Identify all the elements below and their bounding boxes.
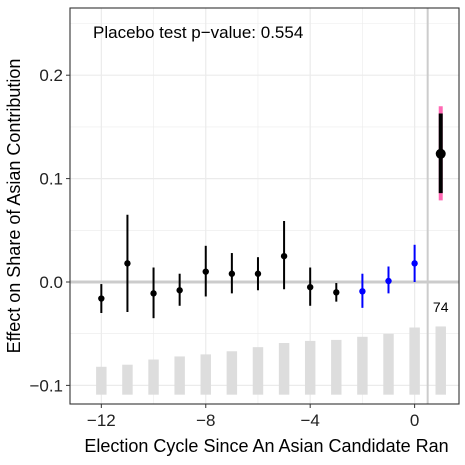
plot-panel-border [69,7,460,405]
histogram-bar [122,364,133,395]
point-estimate [280,252,288,260]
point-estimate [333,289,340,296]
axis-ticks: −12 −8 −4 0 −0.1 0.0 0.1 0.2 [29,66,419,430]
point-estimate [411,260,418,267]
histogram-bar [148,359,159,395]
point-estimate [385,277,392,285]
point-estimate [150,290,157,297]
histogram-bars [96,326,446,395]
y-tick-label: 0.1 [39,170,63,189]
x-tick-label: −12 [87,411,116,430]
point-estimate [202,268,209,275]
point-estimate [306,283,314,291]
x-axis-title: Election Cycle Since An Asian Candidate … [84,436,448,456]
y-tick-label: 0.2 [39,66,63,85]
histogram-bar [383,333,394,395]
histogram-bar [226,351,238,395]
histogram-bar [331,339,342,395]
point-estimate [254,270,262,277]
histogram-bar [304,340,316,395]
x-tick-label: −4 [300,411,319,430]
histogram-bar [409,327,420,395]
y-axis-title: Effect on Share of Asian Contribution [4,59,24,354]
histogram-bar [200,354,211,395]
histogram-bar [278,342,290,395]
placebo-test-annotation: Placebo test p−value: 0.554 [93,23,303,42]
histogram-bar [357,336,368,395]
histogram-bar [252,347,264,395]
y-tick-label: 0.0 [39,273,63,292]
histogram-bar [96,366,107,395]
x-tick-label: 0 [410,411,419,430]
reference-lines [70,8,459,404]
estimates [98,106,446,319]
x-tick-label: −8 [196,411,215,430]
point-estimate [176,287,183,294]
point-estimate [435,148,446,159]
y-tick-label: −0.1 [29,376,63,395]
point-estimate [359,288,366,295]
histogram-count-label: 74 [433,299,449,315]
point-estimate [98,295,105,302]
plot-panel [70,8,459,404]
point-estimate [228,270,236,277]
histogram-bar [174,356,185,395]
histogram-bar [435,326,446,395]
point-estimate [124,260,131,267]
